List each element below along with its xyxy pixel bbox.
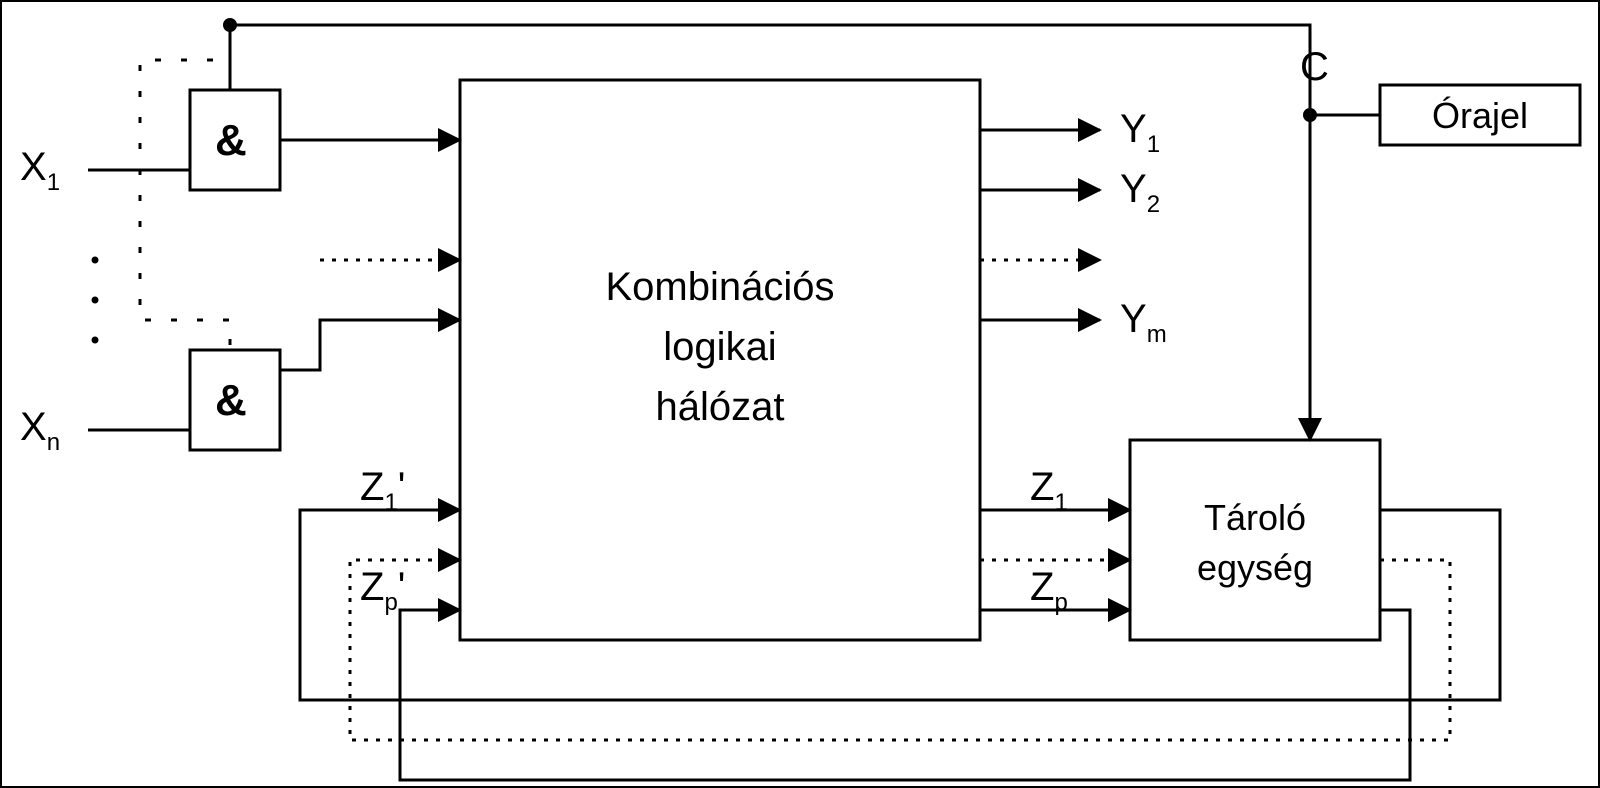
label-z1: Z1 xyxy=(1030,465,1068,516)
and-bottom-label: & xyxy=(215,376,247,425)
label-y1: Y1 xyxy=(1120,107,1160,158)
block-storage-label-1: Tároló xyxy=(1204,497,1306,538)
ellipsis-dot-0 xyxy=(92,257,99,264)
label-ym: Ym xyxy=(1120,297,1167,348)
label-y2: Y2 xyxy=(1120,167,1160,218)
block-storage xyxy=(1130,440,1380,640)
label-c: C xyxy=(1300,45,1329,89)
block-combinational-label-3: hálózat xyxy=(656,385,785,429)
label-z1-prime: Z1' xyxy=(360,465,405,516)
label-zp: Zp xyxy=(1030,565,1068,616)
edge-and2-out-a xyxy=(280,320,460,370)
junction-dot-1 xyxy=(1303,108,1317,122)
block-storage-label-2: egység xyxy=(1197,547,1313,588)
label-x1: X1 xyxy=(20,145,60,196)
ellipsis-dot-1 xyxy=(92,297,99,304)
and-top-label: & xyxy=(215,116,247,165)
junction-dot-0 xyxy=(223,18,237,32)
block-combinational-label-1: Kombinációs xyxy=(605,265,834,309)
block-combinational-label-2: logikai xyxy=(663,325,776,369)
ellipsis-dots xyxy=(92,257,99,344)
ellipsis-dot-2 xyxy=(92,337,99,344)
label-zp-prime: Zp' xyxy=(360,565,405,616)
label-xn: Xn xyxy=(20,405,60,456)
block-clock-label: Órajel xyxy=(1432,95,1528,136)
